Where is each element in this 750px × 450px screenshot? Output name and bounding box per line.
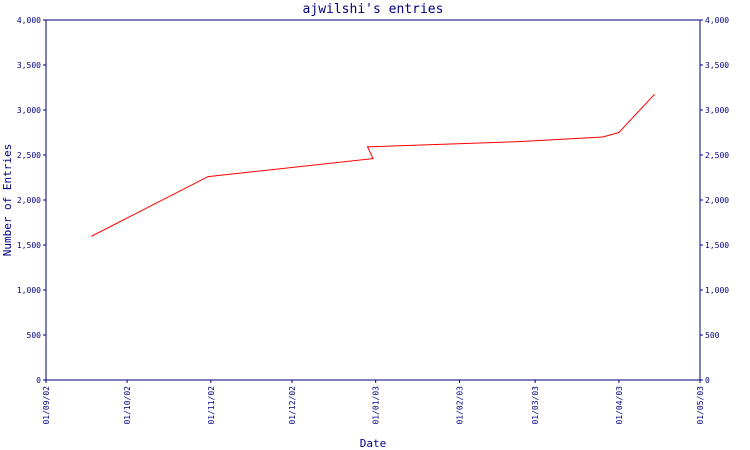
x-tick-label: 01/10/02: [123, 386, 132, 425]
y-tick-label-left: 2,500: [17, 151, 41, 160]
y-tick-label-right: 0: [705, 376, 710, 385]
data-point: [602, 136, 604, 138]
data-point: [372, 158, 374, 160]
y-tick-label-left: 4,000: [17, 16, 41, 25]
y-tick-label-left: 3,500: [17, 61, 41, 70]
x-tick-label: 01/12/02: [288, 386, 297, 425]
y-tick-label-right: 1,500: [705, 241, 729, 250]
y-tick-label-left: 1,500: [17, 241, 41, 250]
y-tick-label-left: 1,000: [17, 286, 41, 295]
y-axis-right: 0 500 1,000 1,500 2,000 2,500 3,000 3,500 4,000: [700, 16, 729, 385]
chart-title: ajwilshi's entries: [303, 2, 444, 17]
x-tick-label: 01/05/03: [696, 386, 705, 425]
x-tick-label: 01/09/02: [42, 386, 51, 425]
data-point: [521, 140, 523, 143]
x-axis: 01/09/02 01/10/02 01/11/02 01/12/02 01/01/03…: [42, 380, 705, 425]
data-point: [653, 94, 655, 96]
x-axis-label: Date: [360, 437, 387, 450]
x-tick-label: 01/04/03: [615, 386, 624, 425]
series-layer: [91, 94, 655, 237]
y-tick-label-left: 0: [36, 376, 41, 385]
data-point: [207, 176, 209, 178]
y-tick-label-right: 2,500: [705, 151, 729, 160]
y-tick-label-left: 500: [27, 331, 42, 340]
y-axis-left: 0 500 1,000 1,500 2,000 2,500 3,000 3,500 4,000: [17, 16, 46, 385]
y-tick-label-right: 2,000: [705, 196, 729, 205]
data-point: [91, 235, 93, 237]
y-tick-label-left: 3,000: [17, 106, 41, 115]
y-tick-label-right: 500: [705, 331, 720, 340]
y-tick-label-left: 2,000: [17, 196, 41, 205]
x-tick-label: 01/03/03: [531, 386, 540, 425]
y-tick-label-right: 3,500: [705, 61, 729, 70]
y-tick-label-right: 1,000: [705, 286, 729, 295]
y-tick-label-right: 3,000: [705, 106, 729, 115]
data-point: [618, 131, 620, 134]
series-line: [91, 94, 655, 237]
x-tick-label: 01/02/03: [455, 386, 464, 425]
x-tick-label: 01/11/02: [207, 386, 216, 425]
y-tick-label-right: 4,000: [705, 16, 729, 25]
x-tick-label: 01/01/03: [372, 386, 381, 425]
y-axis-label: Number of Entries: [1, 144, 14, 257]
data-point: [367, 146, 369, 148]
plot-area: [45, 19, 701, 381]
